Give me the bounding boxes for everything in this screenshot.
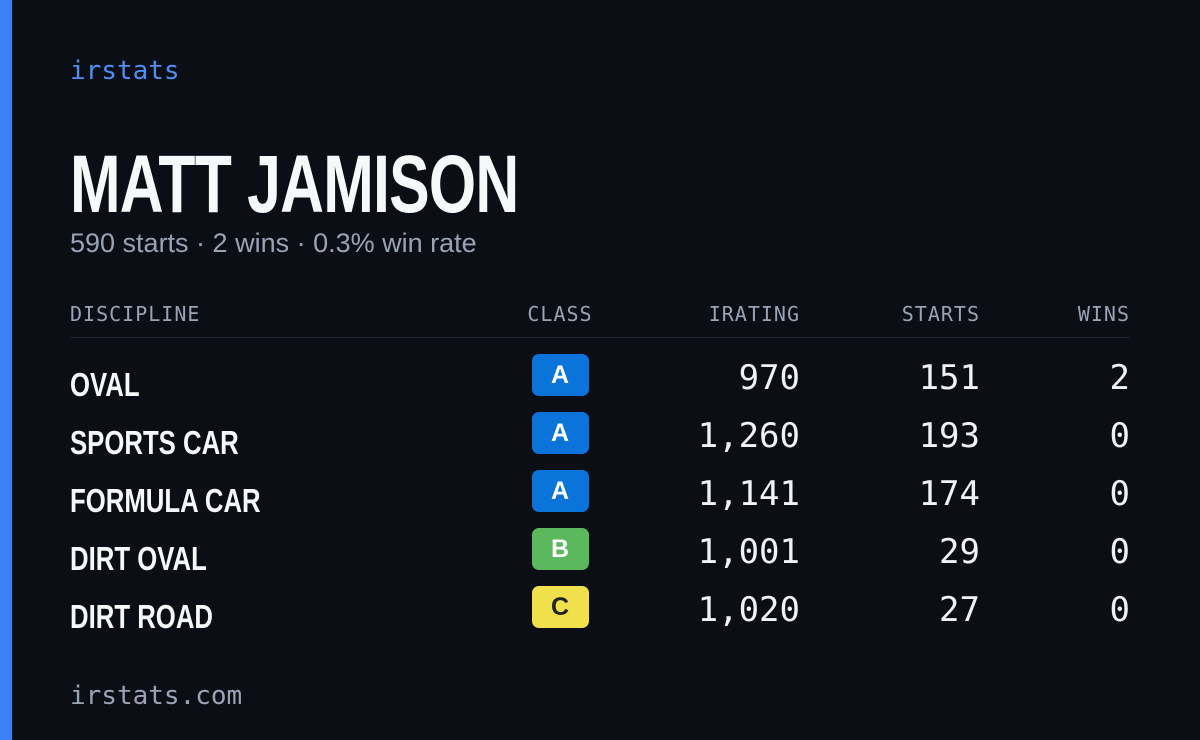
wins: 0 bbox=[1109, 590, 1130, 630]
irating: 970 bbox=[738, 358, 800, 398]
starts: 174 bbox=[918, 474, 980, 514]
brand: irstats bbox=[70, 56, 180, 86]
footer: irstats.com bbox=[70, 681, 243, 711]
class-badge: C bbox=[531, 586, 589, 628]
irating: 1,020 bbox=[697, 590, 800, 630]
header-rule bbox=[70, 337, 1130, 338]
header-irating: IRATING bbox=[708, 302, 800, 326]
starts: 193 bbox=[918, 416, 980, 456]
accent-bar bbox=[0, 0, 12, 740]
class-badge: A bbox=[531, 470, 589, 512]
wins: 0 bbox=[1109, 474, 1130, 514]
irating: 1,260 bbox=[697, 416, 800, 456]
irating: 1,141 bbox=[697, 474, 800, 514]
discipline: SPORTS CAR bbox=[70, 424, 239, 461]
wins: 0 bbox=[1109, 532, 1130, 572]
discipline: FORMULA CAR bbox=[70, 482, 261, 519]
header-starts: STARTS bbox=[901, 302, 980, 326]
discipline: DIRT OVAL bbox=[70, 540, 207, 577]
starts: 27 bbox=[939, 590, 980, 630]
class-badge: B bbox=[531, 528, 589, 570]
header-wins: WINS bbox=[1077, 302, 1130, 326]
wins: 2 bbox=[1109, 358, 1130, 398]
wins: 0 bbox=[1109, 416, 1130, 456]
header-discipline: DISCIPLINE bbox=[70, 302, 201, 326]
irating: 1,001 bbox=[697, 532, 800, 572]
starts: 29 bbox=[939, 532, 980, 572]
driver-name: MATT JAMISON bbox=[70, 139, 519, 230]
starts: 151 bbox=[918, 358, 980, 398]
header-class: CLASS bbox=[527, 302, 593, 326]
class-badge: A bbox=[531, 412, 589, 454]
summary: 590 starts · 2 wins · 0.3% win rate bbox=[70, 228, 477, 258]
discipline: OVAL bbox=[70, 366, 140, 403]
discipline: DIRT ROAD bbox=[70, 598, 213, 635]
class-badge: A bbox=[531, 354, 589, 396]
